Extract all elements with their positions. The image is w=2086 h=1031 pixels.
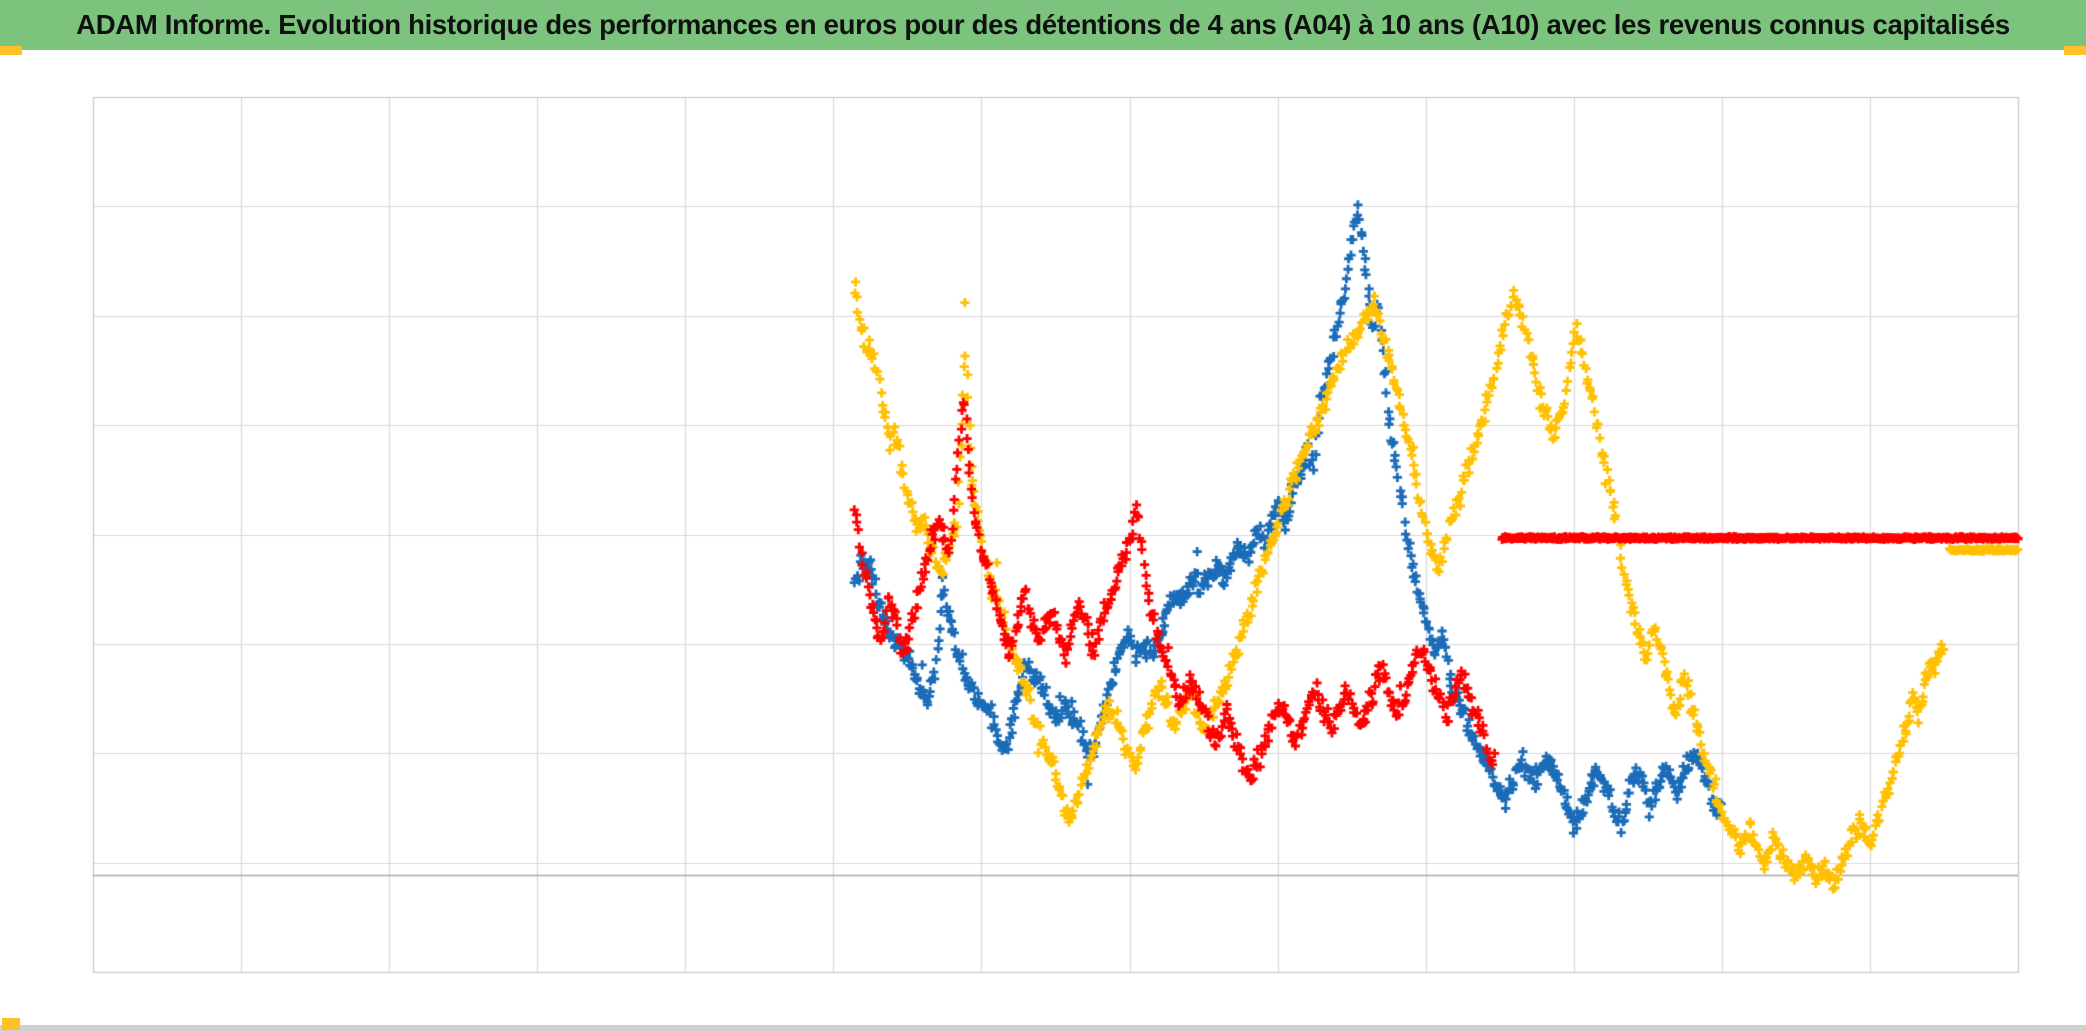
report-title: ADAM Informe. Evolution historique des p…	[76, 9, 2010, 40]
selection-handle-bottom-left[interactable]	[2, 1018, 20, 1030]
report-title-bar[interactable]: ADAM Informe. Evolution historique des p…	[0, 0, 2086, 50]
selection-handle-top-left[interactable]	[0, 46, 22, 55]
selection-handle-top-right[interactable]	[2064, 46, 2086, 55]
